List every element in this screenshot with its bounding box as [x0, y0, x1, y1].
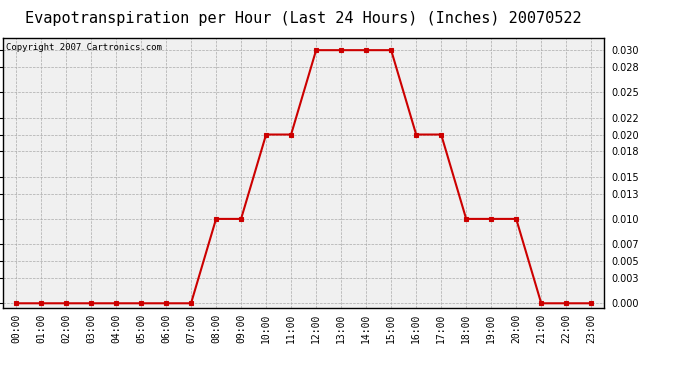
Text: Evapotranspiration per Hour (Last 24 Hours) (Inches) 20070522: Evapotranspiration per Hour (Last 24 Hou…	[26, 11, 582, 26]
Text: Copyright 2007 Cartronics.com: Copyright 2007 Cartronics.com	[6, 43, 162, 52]
